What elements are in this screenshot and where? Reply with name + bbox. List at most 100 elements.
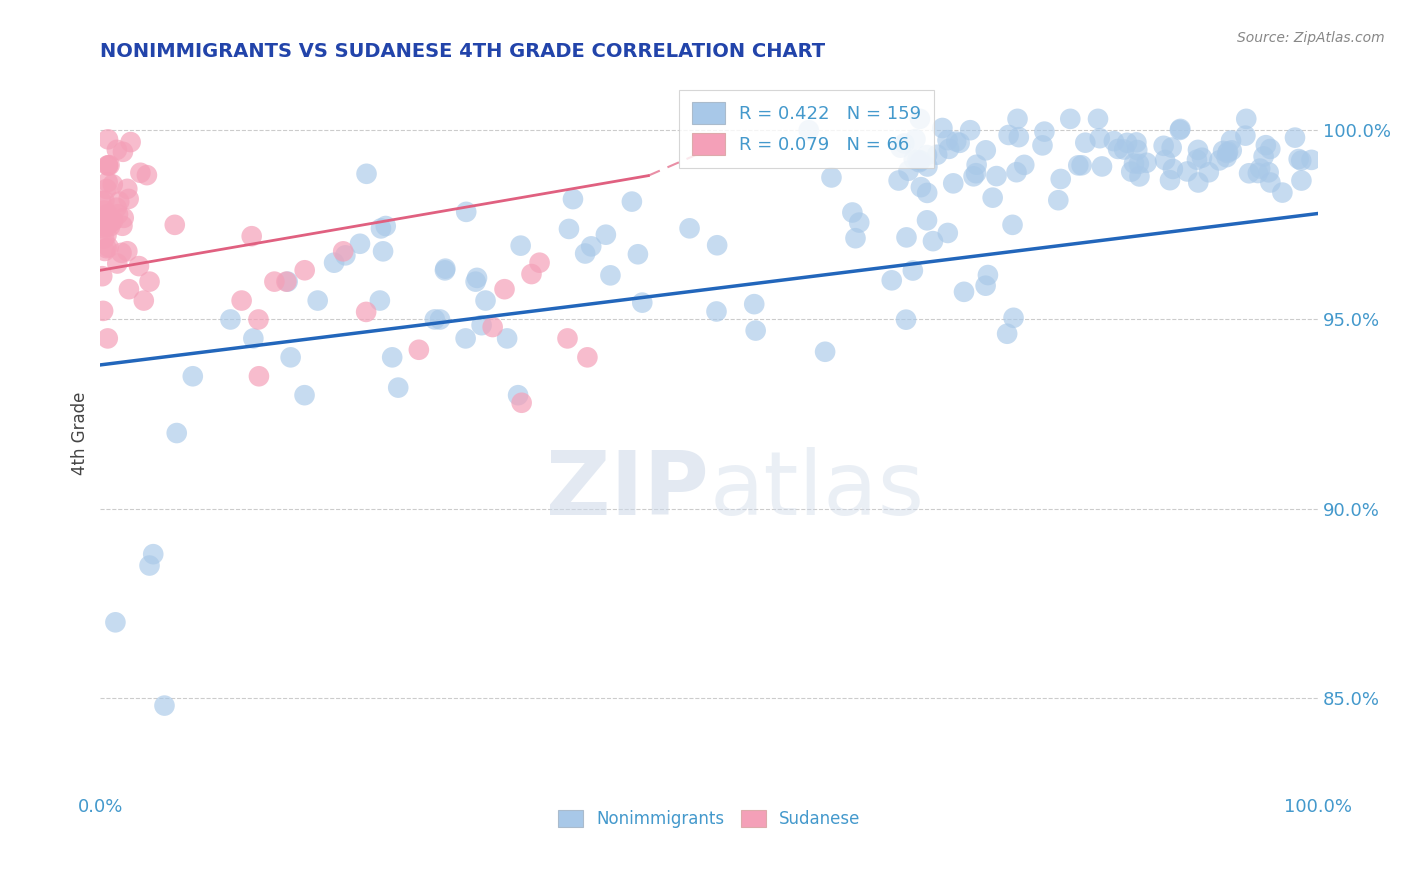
- Point: [897, 163, 920, 178]
- Point: [1247, 166, 1270, 180]
- Point: [117, 244, 139, 259]
- Point: [890, 141, 912, 155]
- Point: [247, 369, 270, 384]
- Point: [1271, 186, 1294, 200]
- Point: [966, 158, 988, 172]
- Point: [93, 194, 115, 208]
- Point: [797, 123, 820, 137]
- Point: [965, 166, 987, 180]
- Point: [93, 244, 115, 258]
- Point: [104, 615, 127, 630]
- Point: [387, 381, 409, 395]
- Point: [1187, 176, 1209, 190]
- Point: [96, 228, 118, 243]
- Point: [620, 194, 643, 209]
- Point: [97, 240, 120, 254]
- Point: [1208, 153, 1230, 168]
- Y-axis label: 4th Grade: 4th Grade: [72, 392, 89, 475]
- Point: [1168, 123, 1191, 137]
- Point: [1002, 310, 1025, 325]
- Point: [464, 275, 486, 289]
- Point: [1154, 153, 1177, 167]
- Text: atlas: atlas: [709, 447, 924, 534]
- Point: [974, 144, 997, 158]
- Point: [429, 312, 451, 326]
- Point: [100, 215, 122, 229]
- Point: [1007, 112, 1029, 126]
- Point: [105, 201, 128, 215]
- Point: [277, 275, 299, 289]
- Point: [922, 234, 945, 248]
- Point: [381, 351, 404, 365]
- Point: [111, 145, 134, 159]
- Point: [1234, 128, 1257, 143]
- Text: NONIMMIGRANTS VS SUDANESE 4TH GRADE CORRELATION CHART: NONIMMIGRANTS VS SUDANESE 4TH GRADE CORR…: [100, 42, 825, 61]
- Point: [1249, 161, 1271, 176]
- Point: [97, 132, 120, 146]
- Point: [97, 159, 120, 173]
- Point: [138, 558, 160, 573]
- Point: [132, 293, 155, 308]
- Point: [90, 194, 112, 208]
- Point: [349, 236, 371, 251]
- Point: [887, 173, 910, 187]
- Point: [562, 192, 585, 206]
- Point: [117, 182, 139, 196]
- Point: [454, 331, 477, 345]
- Point: [100, 212, 122, 227]
- Text: ZIP: ZIP: [547, 447, 709, 534]
- Point: [456, 205, 478, 219]
- Point: [138, 275, 160, 289]
- Point: [96, 182, 118, 196]
- Point: [981, 191, 1004, 205]
- Point: [166, 425, 188, 440]
- Point: [1220, 144, 1243, 158]
- Point: [1107, 142, 1129, 156]
- Point: [323, 256, 346, 270]
- Point: [1170, 121, 1192, 136]
- Point: [936, 133, 959, 147]
- Point: [120, 135, 142, 149]
- Point: [520, 267, 543, 281]
- Point: [1008, 130, 1031, 145]
- Point: [1185, 153, 1208, 167]
- Point: [1160, 140, 1182, 154]
- Point: [959, 123, 981, 137]
- Point: [408, 343, 430, 357]
- Point: [181, 369, 204, 384]
- Point: [101, 178, 124, 192]
- Point: [294, 263, 316, 277]
- Point: [1216, 145, 1239, 159]
- Point: [917, 160, 939, 174]
- Point: [945, 135, 967, 149]
- Point: [910, 180, 932, 194]
- Point: [474, 293, 496, 308]
- Point: [1123, 156, 1146, 170]
- Point: [263, 275, 285, 289]
- Point: [1187, 143, 1209, 157]
- Point: [901, 263, 924, 277]
- Point: [105, 143, 128, 157]
- Point: [506, 388, 529, 402]
- Text: Source: ZipAtlas.com: Source: ZipAtlas.com: [1237, 31, 1385, 45]
- Point: [1212, 144, 1234, 158]
- Point: [986, 169, 1008, 183]
- Point: [91, 269, 114, 284]
- Point: [908, 112, 931, 126]
- Point: [557, 331, 579, 345]
- Point: [118, 282, 141, 296]
- Point: [1257, 165, 1279, 179]
- Point: [280, 351, 302, 365]
- Point: [91, 304, 114, 318]
- Point: [93, 203, 115, 218]
- Point: [111, 219, 134, 233]
- Point: [1102, 134, 1125, 148]
- Point: [356, 167, 378, 181]
- Point: [706, 238, 728, 252]
- Point: [98, 219, 121, 234]
- Point: [910, 153, 932, 168]
- Point: [96, 211, 118, 226]
- Point: [908, 155, 931, 169]
- Point: [1215, 150, 1237, 164]
- Point: [1128, 157, 1150, 171]
